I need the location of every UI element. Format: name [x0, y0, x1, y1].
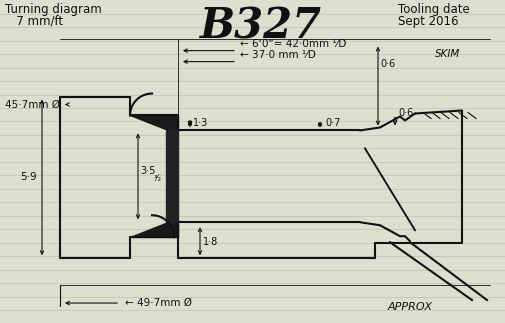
Text: 7 mm/ft: 7 mm/ft — [5, 15, 63, 28]
Text: Sept 2016: Sept 2016 — [398, 15, 459, 28]
Text: 45·7mm Ø: 45·7mm Ø — [5, 99, 60, 109]
Text: 1·8: 1·8 — [203, 237, 218, 247]
Polygon shape — [130, 222, 178, 237]
Text: SKIM: SKIM — [435, 49, 461, 59]
Text: 1·3: 1·3 — [193, 118, 208, 128]
Text: ← 49·7mm Ø: ← 49·7mm Ø — [125, 298, 192, 308]
Polygon shape — [166, 130, 178, 222]
Text: ³⁄₂: ³⁄₂ — [154, 174, 162, 183]
Text: 5·9: 5·9 — [20, 172, 37, 182]
Text: ← 6‘0”= 42·0mm ¹⁄D: ← 6‘0”= 42·0mm ¹⁄D — [240, 39, 346, 49]
Text: 0·7: 0·7 — [325, 118, 340, 128]
Text: 0·6: 0·6 — [380, 58, 395, 68]
Polygon shape — [130, 116, 178, 130]
Text: 0·6: 0·6 — [398, 108, 413, 118]
Text: Turning diagram: Turning diagram — [5, 3, 102, 16]
Text: Tooling date: Tooling date — [398, 3, 470, 16]
Text: B327: B327 — [200, 6, 322, 48]
Text: ← 37·0 mm ¹⁄D: ← 37·0 mm ¹⁄D — [240, 50, 316, 60]
Text: 3·5: 3·5 — [140, 166, 156, 176]
Text: APPROX: APPROX — [387, 302, 432, 312]
